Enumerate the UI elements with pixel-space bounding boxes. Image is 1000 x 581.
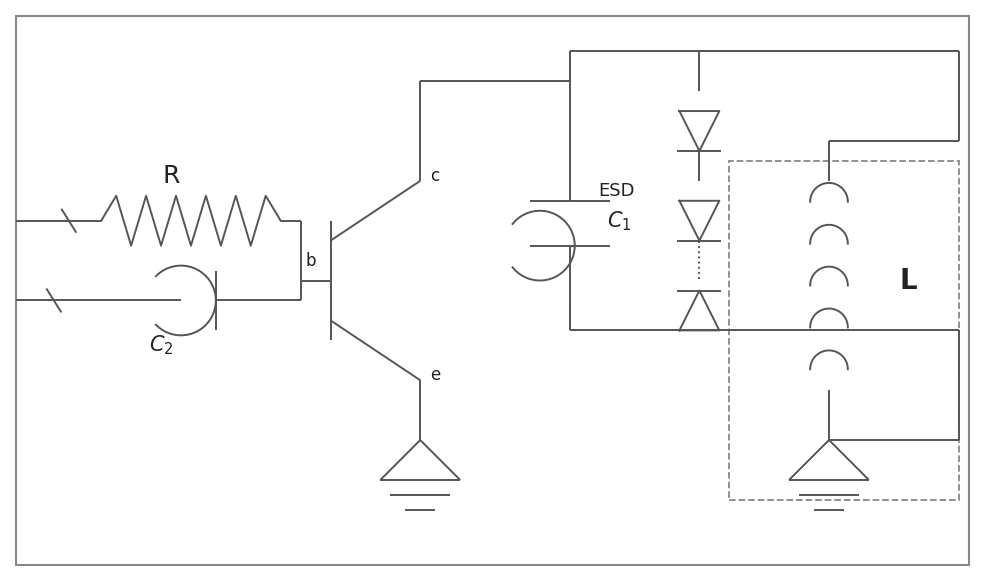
- Text: L: L: [900, 267, 918, 295]
- Text: $C_2$: $C_2$: [149, 333, 173, 357]
- Text: c: c: [430, 167, 439, 185]
- Text: ESD: ESD: [598, 182, 635, 200]
- Text: b: b: [306, 252, 316, 270]
- Text: e: e: [430, 366, 440, 384]
- Bar: [729, 161, 959, 500]
- Text: R: R: [162, 164, 180, 188]
- Text: $C_1$: $C_1$: [607, 209, 632, 232]
